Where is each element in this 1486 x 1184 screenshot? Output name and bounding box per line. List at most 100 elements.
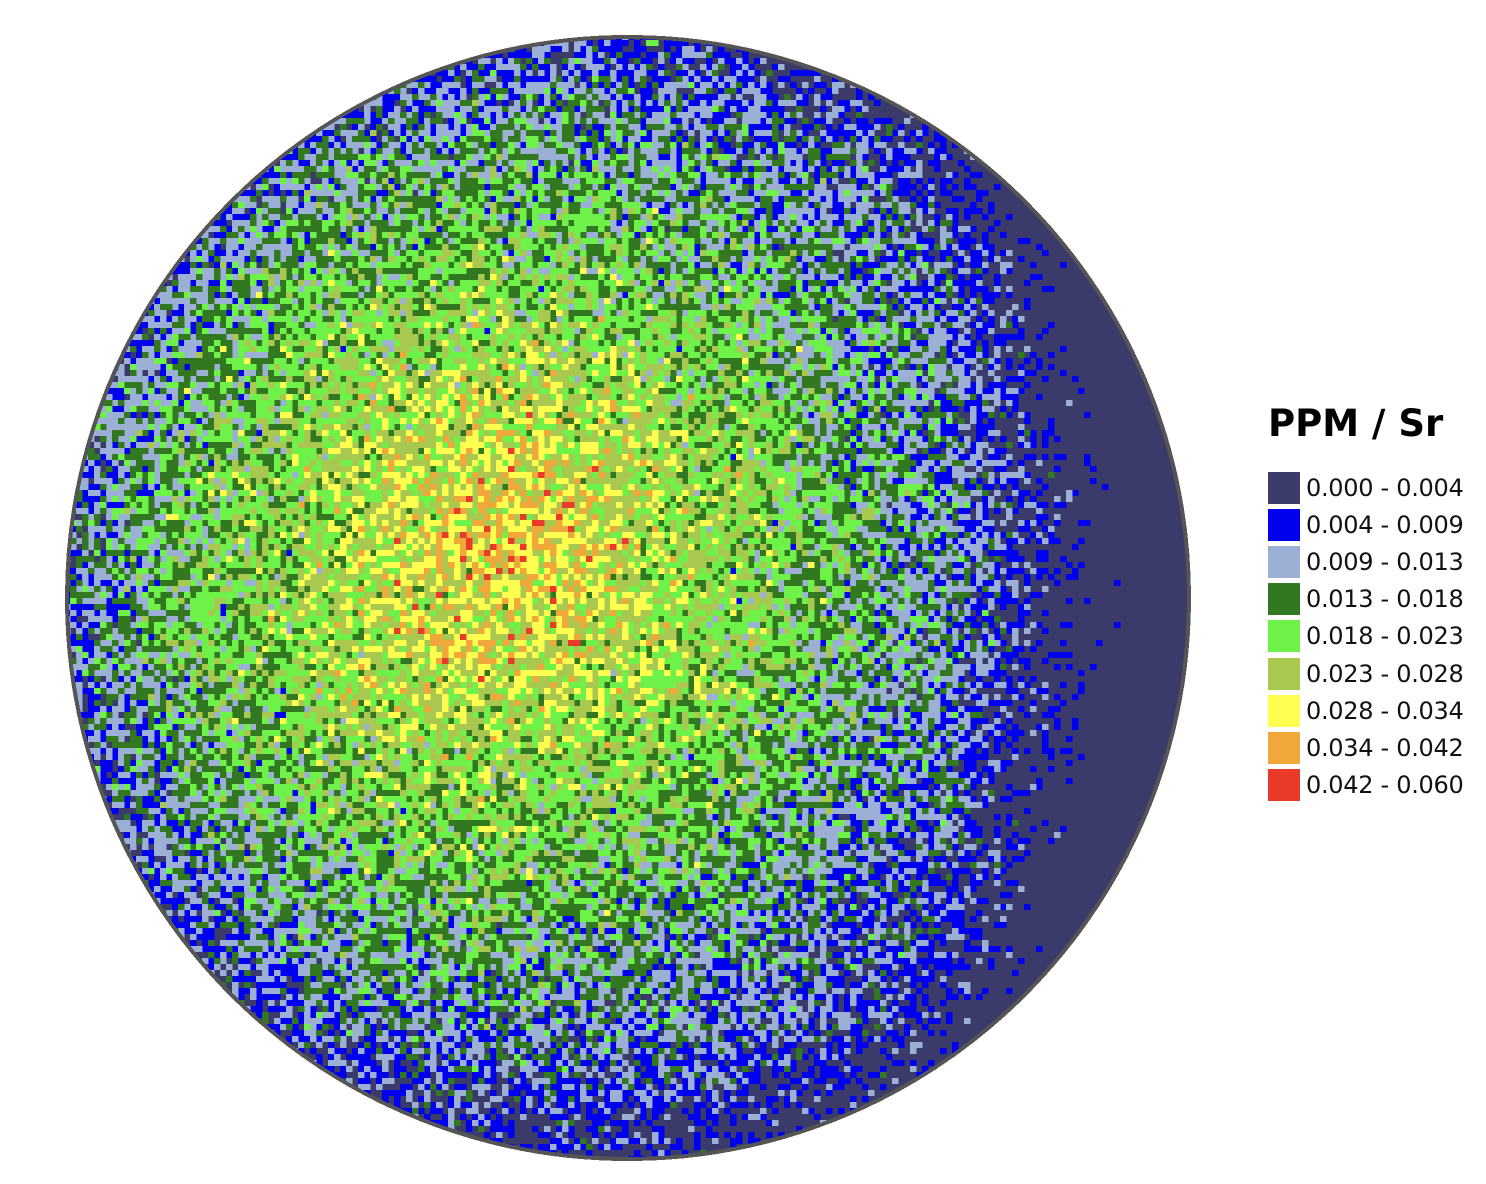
wafer-cell-row bbox=[202, 964, 1061, 971]
wafer-cell-row bbox=[82, 628, 1049, 635]
wafer-cell-row bbox=[67, 640, 1031, 647]
wafer-cell-row bbox=[970, 730, 1181, 737]
wafer-cell-row bbox=[70, 472, 1187, 479]
wafer-cell-row bbox=[436, 1126, 695, 1133]
wafer-cell-row bbox=[520, 958, 527, 965]
wafer-cell-row bbox=[382, 1108, 809, 1115]
wafer-cell-row bbox=[82, 700, 1187, 707]
wafer-cell-row bbox=[178, 436, 815, 443]
wafer-cell-row bbox=[244, 358, 749, 365]
wafer-cell-row bbox=[100, 388, 1085, 395]
wafer-cell-row bbox=[82, 766, 947, 773]
wafer-cell-row bbox=[286, 820, 731, 827]
wafer-cell-row bbox=[118, 838, 1145, 845]
wafer-cell-row bbox=[82, 706, 1187, 713]
wafer-cell-row bbox=[1006, 664, 1189, 671]
wafer-cell-row bbox=[334, 1078, 929, 1085]
wafer-cell-row bbox=[232, 514, 875, 521]
wafer-cell-row bbox=[82, 526, 1189, 533]
wafer-cell-row bbox=[304, 196, 869, 203]
wafer-cell-row bbox=[598, 316, 605, 323]
wafer-cell-row bbox=[124, 754, 923, 761]
wafer-cell-row bbox=[76, 652, 1001, 659]
wafer-cell-row bbox=[178, 928, 959, 935]
wafer-cell-row bbox=[508, 718, 515, 725]
wafer-cell-row bbox=[442, 946, 593, 953]
wafer-cell-row bbox=[442, 532, 467, 539]
wafer-cell-row bbox=[328, 448, 761, 455]
wafer-cell-row bbox=[946, 880, 1121, 887]
wafer-cell-row bbox=[160, 442, 863, 449]
wafer-cell-row bbox=[250, 1018, 1013, 1025]
wafer-cell-row bbox=[172, 922, 1007, 929]
wafer-cell-row bbox=[532, 520, 545, 527]
wafer-cell-row bbox=[190, 790, 869, 797]
wafer-cell-row bbox=[148, 862, 1013, 869]
wafer-cell-row bbox=[394, 538, 629, 545]
wafer-cell-row bbox=[412, 1114, 761, 1121]
wafer-cell-row bbox=[376, 106, 803, 113]
wafer-cell-row bbox=[124, 364, 1151, 371]
wafer-cell-row bbox=[214, 484, 791, 491]
legend-item: 0.023 - 0.028 bbox=[1268, 655, 1483, 692]
wafer-cell-row bbox=[388, 172, 533, 179]
wafer-cell-row bbox=[172, 850, 941, 857]
wafer-cell-row bbox=[334, 1036, 821, 1043]
wafer-cell-row bbox=[280, 412, 605, 419]
legend: PPM / Sr 0.000 - 0.004 0.004 - 0.009 0.009… bbox=[1268, 396, 1483, 804]
wafer-cell-row bbox=[214, 952, 953, 959]
wafer-cell-row bbox=[250, 802, 863, 809]
wafer-cell-row bbox=[280, 382, 665, 389]
wafer-cell-row bbox=[424, 490, 653, 497]
wafer-cell-row bbox=[262, 220, 863, 227]
wafer-cell-row bbox=[400, 82, 743, 89]
wafer-cell-row bbox=[448, 1018, 671, 1025]
wafer-cell-row bbox=[394, 628, 533, 635]
wafer-cell-row bbox=[67, 676, 959, 683]
wafer-cell-row bbox=[112, 514, 851, 521]
wafer-cell-row bbox=[394, 706, 545, 713]
wafer-cell-row bbox=[238, 202, 791, 209]
wafer-cell-row bbox=[310, 1066, 929, 1073]
wafer-cell-row bbox=[124, 532, 941, 539]
wafer-cell-row bbox=[76, 718, 1001, 725]
wafer-cell-row bbox=[82, 688, 1085, 695]
wafer-cell-row bbox=[448, 1120, 827, 1127]
wafer-cell-row bbox=[436, 556, 677, 563]
wafer-cell-row bbox=[70, 586, 989, 593]
wafer-cell-row bbox=[118, 340, 881, 347]
wafer-cell-row bbox=[82, 454, 1013, 461]
wafer-cell-row bbox=[178, 820, 1019, 827]
wafer-cell-row bbox=[196, 868, 1127, 875]
wafer-cell-row bbox=[67, 670, 953, 677]
wafer-cell-row bbox=[286, 1024, 881, 1031]
wafer-cell-row bbox=[214, 268, 983, 275]
wafer-cell-row bbox=[316, 742, 665, 749]
legend-swatch bbox=[1268, 694, 1300, 727]
wafer-cell-row bbox=[100, 814, 959, 821]
wafer-cell-row bbox=[124, 844, 1139, 851]
wafer-cell-row bbox=[196, 352, 773, 359]
wafer-cell-row bbox=[262, 646, 719, 653]
wafer-cell-row bbox=[256, 976, 947, 983]
wafer-cell-row bbox=[466, 898, 473, 905]
wafer-cell-row bbox=[160, 370, 1067, 377]
wafer-cell-row bbox=[478, 244, 485, 251]
wafer-cell-row bbox=[70, 658, 929, 665]
wafer-cell-row bbox=[124, 832, 1019, 839]
wafer-cell-row bbox=[172, 286, 1055, 293]
wafer-cell-row bbox=[460, 64, 785, 71]
wafer-cell-row bbox=[178, 256, 1001, 263]
wafer-cell-row bbox=[274, 154, 977, 161]
wafer-cell-row bbox=[178, 580, 731, 587]
wafer-cell-row bbox=[340, 136, 965, 143]
wafer-cell-row bbox=[262, 160, 923, 167]
wafer-map-svg bbox=[65, 35, 1191, 1161]
wafer-cell-row bbox=[274, 1036, 989, 1043]
wafer-cell-row bbox=[388, 460, 647, 467]
wafer-cell-row bbox=[226, 400, 833, 407]
wafer-cell-row bbox=[166, 832, 965, 839]
wafer-cell-row bbox=[106, 394, 1001, 401]
wafer-cell-row bbox=[430, 640, 755, 647]
wafer-cell-row bbox=[814, 274, 1043, 281]
